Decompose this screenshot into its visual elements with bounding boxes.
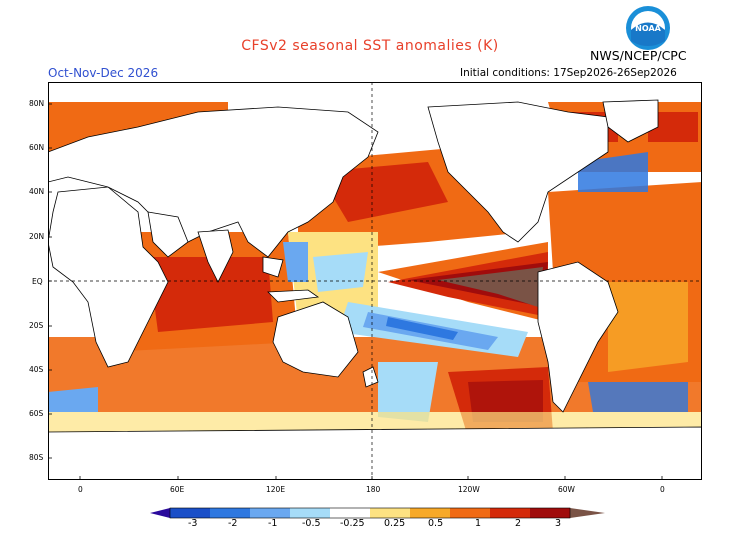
x-label-120w: 120W xyxy=(458,485,480,494)
agency-label: NWS/NCEP/CPC xyxy=(590,48,687,63)
colorbar-arrow-low xyxy=(150,508,170,518)
colorbar-label-1: 1 xyxy=(475,518,482,529)
colorbar xyxy=(150,507,605,519)
colorbar-arrow-high xyxy=(570,508,605,518)
y-label-40n: 40N xyxy=(29,187,45,196)
x-label-0-east: 0 xyxy=(660,485,665,494)
map-title: CFSv2 seasonal SST anomalies (K) xyxy=(241,38,499,54)
season-label: Oct-Nov-Dec 2026 xyxy=(48,66,159,80)
coastlines xyxy=(48,99,702,480)
y-label-eq: EQ xyxy=(32,277,43,286)
y-label-20n: 20N xyxy=(29,232,45,241)
colorbar-label-m025: -0.25 xyxy=(340,518,365,529)
colorbar-label-m1: -1 xyxy=(268,518,278,529)
colorbar-label-m2: -2 xyxy=(228,518,238,529)
colorbar-label-m3: -3 xyxy=(188,518,198,529)
x-label-60e: 60E xyxy=(170,485,185,494)
x-label-180: 180 xyxy=(366,485,381,494)
x-label-120e: 120E xyxy=(266,485,286,494)
colorbar-label-2: 2 xyxy=(515,518,522,529)
colorbar-label-025: 0.25 xyxy=(384,518,406,529)
noaa-logo-text: NOAA xyxy=(635,24,661,33)
x-ticks xyxy=(79,476,663,480)
sst-anomaly-map xyxy=(48,82,702,480)
colorbar-label-m05: -0.5 xyxy=(302,518,321,529)
y-label-80n: 80N xyxy=(29,99,45,108)
y-label-20s: 20S xyxy=(29,321,44,330)
colorbar-label-05: 0.5 xyxy=(428,518,444,529)
initial-conditions-label: Initial conditions: 17Sep2026-26Sep2026 xyxy=(460,67,677,79)
y-label-60s: 60S xyxy=(29,409,44,418)
y-label-60n: 60N xyxy=(29,143,45,152)
y-label-40s: 40S xyxy=(29,365,44,374)
anomaly-field xyxy=(48,82,702,480)
y-ticks xyxy=(48,103,52,459)
x-label-0: 0 xyxy=(78,485,83,494)
colorbar-label-3: 3 xyxy=(555,518,562,529)
x-label-60w: 60W xyxy=(558,485,575,494)
y-label-80s: 80S xyxy=(29,453,44,462)
noaa-logo-icon: NOAA xyxy=(626,6,670,50)
